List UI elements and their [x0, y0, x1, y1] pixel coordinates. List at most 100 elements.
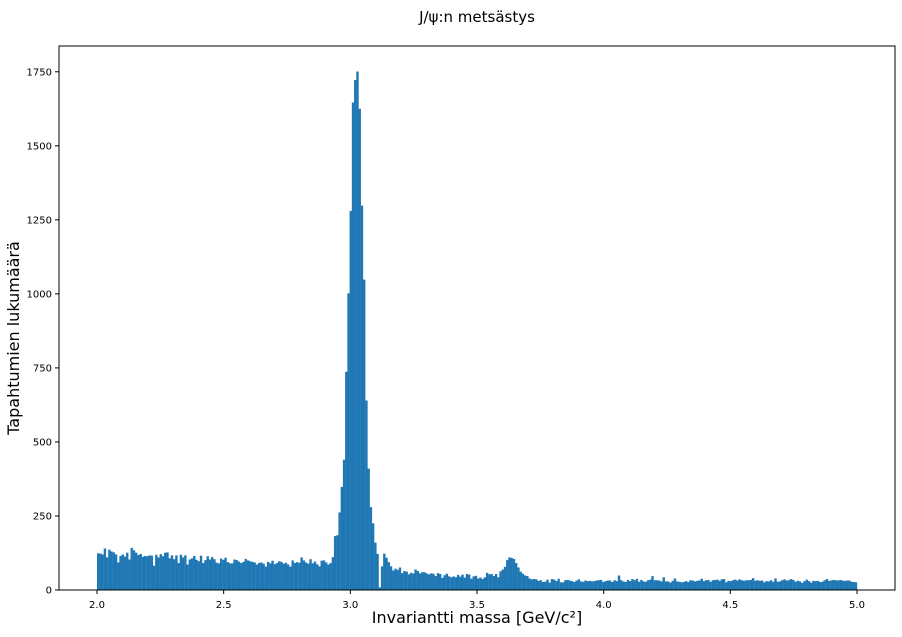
histogram-bar — [510, 558, 513, 590]
histogram-bar — [269, 563, 272, 590]
histogram-bar — [675, 581, 679, 590]
histogram-bar — [137, 555, 140, 590]
histogram-bar — [155, 554, 158, 590]
histogram-bar — [293, 563, 297, 590]
histogram-bar — [825, 579, 829, 590]
histogram-bar — [834, 580, 838, 590]
histogram-bar — [667, 581, 670, 590]
histogram-bar — [99, 553, 102, 590]
histogram-bar — [546, 579, 549, 590]
histogram-bar — [555, 581, 558, 590]
histogram-bar — [490, 574, 493, 590]
histogram-bar — [535, 579, 538, 590]
histogram-bar — [707, 579, 710, 590]
histogram-bar — [758, 580, 762, 590]
histogram-bar — [367, 468, 370, 590]
histogram-bar — [333, 536, 337, 590]
histogram-bar — [760, 580, 764, 590]
histogram-bar — [528, 578, 531, 590]
histogram-bar — [579, 581, 583, 590]
histogram-bar — [481, 579, 484, 590]
histogram-bar — [432, 573, 435, 590]
histogram-bar — [523, 575, 527, 590]
histogram-bar — [365, 400, 368, 590]
histogram-bar — [170, 555, 174, 590]
histogram-bar — [792, 579, 795, 590]
histogram-bar — [219, 558, 223, 590]
histogram-bar — [295, 562, 299, 590]
histogram-bar — [217, 563, 221, 590]
histogram-bar — [157, 557, 160, 590]
histogram-bar — [161, 556, 165, 590]
histogram-bar — [745, 580, 748, 590]
histogram-bar — [349, 210, 352, 590]
histogram-bar — [117, 562, 120, 590]
histogram-bar — [195, 559, 198, 590]
histogram-bar — [159, 554, 162, 590]
histogram-bar — [785, 580, 788, 590]
histogram-bar — [620, 580, 623, 590]
histogram-bar — [401, 573, 404, 590]
histogram-bar — [566, 579, 569, 590]
histogram-bar — [450, 577, 453, 590]
x-tick-label: 2.0 — [89, 600, 105, 611]
histogram-bar — [611, 582, 614, 590]
histogram-bar — [441, 577, 444, 590]
histogram-bar — [298, 562, 301, 590]
y-tick-label: 1000 — [27, 289, 52, 300]
histogram-bar — [143, 555, 147, 590]
histogram-bar — [501, 569, 504, 590]
histogram-bar — [702, 581, 706, 590]
histogram-bar — [678, 581, 681, 590]
histogram-bar — [553, 579, 556, 590]
histogram-bar — [729, 581, 732, 590]
histogram-bar — [778, 581, 782, 590]
histogram-bar — [716, 579, 719, 590]
histogram-bar — [561, 582, 565, 590]
histogram-bar — [492, 576, 496, 590]
y-tick-label: 250 — [33, 511, 52, 522]
histogram-bar — [164, 552, 167, 590]
histogram-bar — [584, 580, 587, 590]
histogram-bar — [740, 580, 744, 590]
histogram-bar — [226, 562, 230, 590]
histogram-bar — [673, 578, 677, 590]
histogram-bar — [351, 102, 355, 591]
histogram-bar — [483, 577, 487, 590]
histogram-bar — [360, 205, 364, 590]
histogram-bar — [841, 580, 844, 590]
histogram-bar — [242, 561, 245, 590]
histogram-bar — [282, 563, 285, 590]
histogram-bar — [521, 573, 525, 590]
histogram-bar — [206, 556, 209, 590]
histogram-bar — [568, 580, 572, 590]
histogram-bar — [329, 563, 332, 590]
histogram-bar — [213, 559, 216, 590]
histogram-bar — [655, 580, 659, 590]
histogram-bar — [173, 559, 176, 590]
histogram-bar — [132, 550, 136, 590]
histogram-bar — [756, 580, 759, 590]
histogram-bar — [445, 573, 449, 590]
histogram-bar — [649, 579, 652, 590]
histogram-bar — [497, 577, 500, 590]
histogram-bar — [519, 571, 522, 590]
y-tick-label: 1250 — [27, 215, 52, 226]
histogram-bar — [819, 582, 822, 590]
histogram-bar — [660, 581, 663, 590]
histogram-bar — [801, 582, 804, 590]
histogram-bar — [537, 580, 540, 590]
histogram-bar — [736, 580, 739, 590]
histogram-bar — [789, 579, 793, 590]
histogram-bar — [827, 580, 831, 590]
y-tick-label: 1500 — [27, 141, 52, 152]
histogram-bar — [385, 557, 388, 590]
histogram-bar — [503, 566, 507, 590]
histogram-bar — [512, 558, 516, 590]
histogram-bar — [316, 564, 319, 590]
histogram-bar — [414, 569, 417, 590]
histogram-bar — [202, 563, 205, 590]
chart-title: J/ψ:n metsästys — [418, 8, 535, 26]
histogram-bar — [123, 556, 127, 590]
